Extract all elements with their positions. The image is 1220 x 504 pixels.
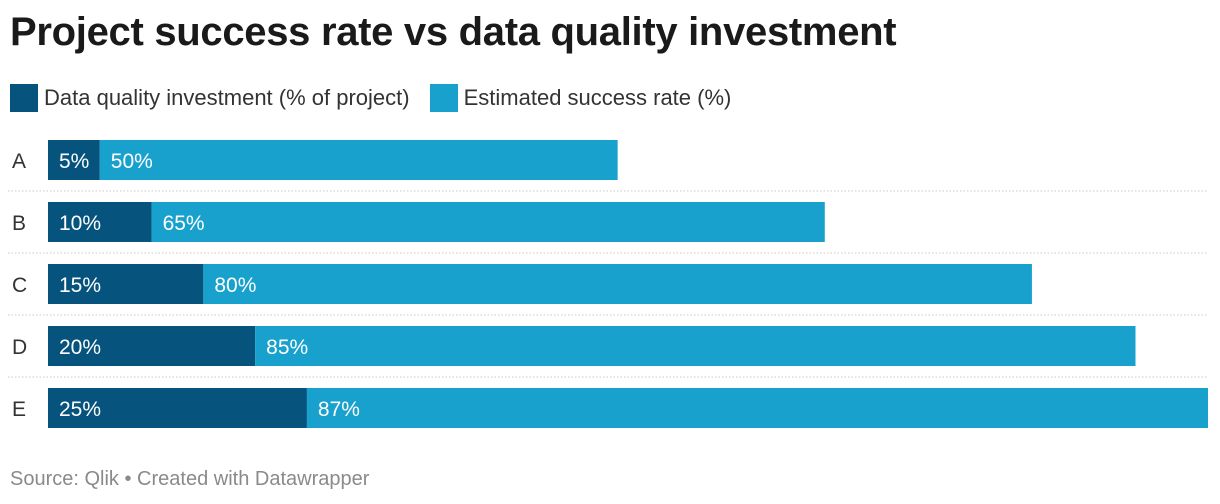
legend-swatch-success-rate bbox=[429, 84, 458, 112]
data-label-success-rate: 80% bbox=[214, 274, 256, 297]
legend-item-success-rate: Estimated success rate (%) bbox=[429, 84, 732, 112]
data-label-investment: 20% bbox=[59, 336, 101, 359]
data-label-investment: 15% bbox=[59, 274, 101, 297]
bar-investment bbox=[48, 264, 204, 304]
bar-success-rate bbox=[255, 326, 1136, 366]
data-label-success-rate: 87% bbox=[318, 398, 360, 421]
category-label: A bbox=[12, 150, 26, 173]
source-note: Source: Qlik • Created with Datawrapper bbox=[10, 468, 370, 490]
data-label-success-rate: 85% bbox=[266, 336, 308, 359]
data-label-success-rate: 50% bbox=[111, 150, 153, 173]
bar-success-rate bbox=[306, 388, 1208, 428]
bar-investment bbox=[48, 202, 152, 242]
category-label: C bbox=[12, 274, 27, 297]
legend-swatch-investment bbox=[10, 84, 38, 112]
data-label-success-rate: 65% bbox=[163, 212, 205, 235]
data-label-investment: 25% bbox=[59, 398, 101, 421]
bar-success-rate bbox=[151, 202, 825, 242]
legend-label-investment: Data quality investment (% of project) bbox=[44, 85, 410, 110]
bar-investment bbox=[48, 326, 256, 366]
legend: Data quality investment (% of project) E… bbox=[10, 84, 751, 112]
data-label-investment: 10% bbox=[59, 212, 101, 235]
bar-success-rate bbox=[203, 264, 1032, 304]
legend-item-investment: Data quality investment (% of project) bbox=[10, 84, 410, 112]
chart-title: Project success rate vs data quality inv… bbox=[10, 10, 897, 54]
category-label: D bbox=[12, 336, 27, 359]
bar-investment bbox=[48, 140, 100, 180]
bar-success-rate bbox=[99, 140, 618, 180]
bar-investment bbox=[48, 388, 307, 428]
data-label-investment: 5% bbox=[59, 150, 89, 173]
category-label: B bbox=[12, 212, 26, 235]
legend-label-success-rate: Estimated success rate (%) bbox=[463, 85, 732, 110]
category-label: E bbox=[12, 398, 26, 421]
